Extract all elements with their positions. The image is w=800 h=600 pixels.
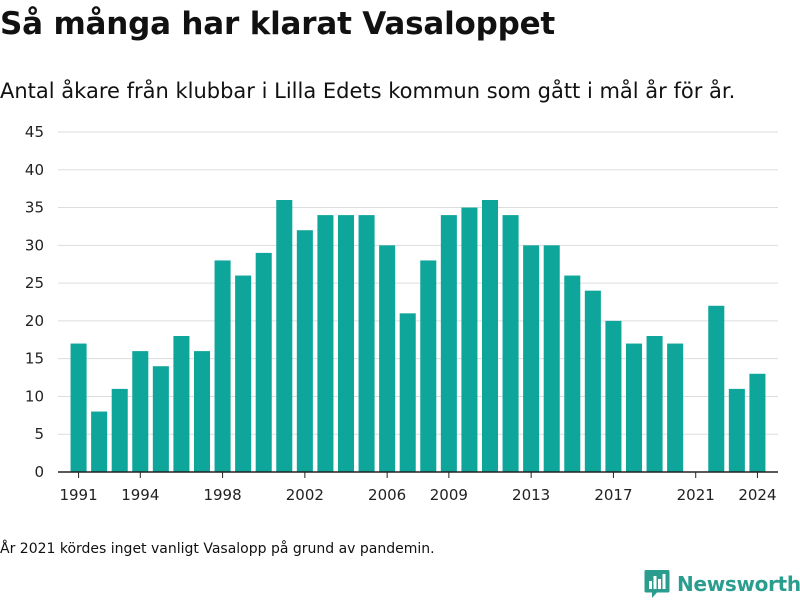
bar-2022 xyxy=(708,305,725,472)
bar-2000 xyxy=(255,252,272,472)
brand-logo: Newsworthy xyxy=(644,568,800,600)
bars xyxy=(70,200,766,473)
bar-1993 xyxy=(111,388,128,472)
y-tick-label: 5 xyxy=(34,425,44,443)
bar-2024 xyxy=(749,373,766,472)
x-tick-label: 2002 xyxy=(286,486,324,504)
y-tick-label: 10 xyxy=(25,387,44,405)
brand-name: Newsworthy xyxy=(677,572,800,596)
bar-2006 xyxy=(379,245,396,472)
bar-2009 xyxy=(440,215,457,472)
x-tick-label: 1991 xyxy=(59,486,97,504)
bar-2005 xyxy=(358,215,375,472)
bar-1998 xyxy=(214,260,231,472)
bar-1994 xyxy=(132,351,149,472)
bar-2015 xyxy=(564,275,581,472)
y-tick-label: 45 xyxy=(25,123,44,141)
bar-2002 xyxy=(296,230,313,472)
bar-2004 xyxy=(337,215,355,472)
bar-1999 xyxy=(235,275,252,472)
footnote: År 2021 kördes inget vanligt Vasalopp på… xyxy=(0,541,435,557)
y-tick-label: 25 xyxy=(25,274,44,292)
bar-chart-logo-icon xyxy=(644,570,670,598)
bar-2008 xyxy=(420,260,437,472)
y-tick-label: 30 xyxy=(25,236,44,254)
bar-2003 xyxy=(317,215,334,472)
y-tick-label: 20 xyxy=(25,312,44,330)
bar-2014 xyxy=(543,245,560,472)
bar-1997 xyxy=(193,351,211,472)
bar-2011 xyxy=(481,200,499,472)
chart-title: Så många har klarat Vasaloppet xyxy=(0,6,556,42)
bar-2020 xyxy=(667,343,684,472)
bar-2023 xyxy=(728,388,745,472)
x-tick-label: 2006 xyxy=(368,486,406,504)
x-tick-label: 2009 xyxy=(430,486,468,504)
bar-1996 xyxy=(173,336,190,472)
bar-2013 xyxy=(523,245,540,472)
bar-2018 xyxy=(625,343,643,472)
chart-subtitle: Antal åkare från klubbar i Lilla Edets k… xyxy=(0,79,736,103)
x-tick-label: 1998 xyxy=(203,486,241,504)
bar-2017 xyxy=(605,320,622,472)
bar-2019 xyxy=(646,336,663,472)
bar-1991 xyxy=(70,343,87,472)
x-tick-label: 2017 xyxy=(594,486,632,504)
y-tick-label: 40 xyxy=(25,161,44,179)
x-tick-label: 2013 xyxy=(512,486,550,504)
y-tick-label: 15 xyxy=(25,350,44,368)
bar-2010 xyxy=(461,207,478,473)
y-tick-label: 0 xyxy=(34,463,44,481)
axes: 0 5 10 15 20 25 30 35 40 45 1991 1994 1998 2002 2006 20… xyxy=(25,123,778,504)
bar-2001 xyxy=(276,200,293,472)
bar-2016 xyxy=(584,290,601,472)
bar-1992 xyxy=(91,411,108,472)
x-tick-label: 1994 xyxy=(121,486,159,504)
bar-chart: 0 5 10 15 20 25 30 35 40 45 1991 1994 1998 2002 2006 20… xyxy=(25,123,778,504)
bar-1995 xyxy=(152,366,169,472)
bar-2012 xyxy=(502,215,519,472)
bar-2007 xyxy=(399,313,416,472)
x-tick-label: 2021 xyxy=(677,486,715,504)
x-tick-label: 2024 xyxy=(738,486,776,504)
y-tick-label: 35 xyxy=(25,199,44,217)
